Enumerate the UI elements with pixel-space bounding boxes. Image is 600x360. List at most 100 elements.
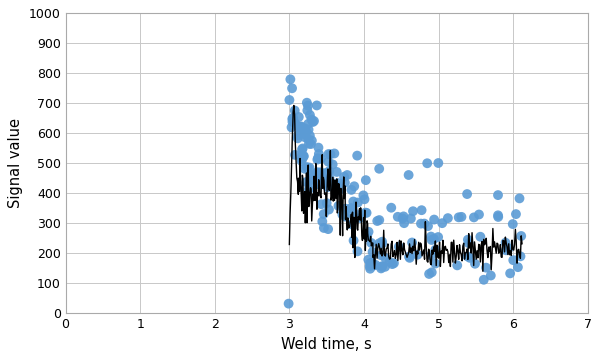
Point bbox=[429, 236, 439, 242]
Point bbox=[300, 134, 310, 140]
Point bbox=[347, 187, 356, 193]
Point bbox=[508, 257, 518, 263]
Point bbox=[294, 124, 304, 130]
Point bbox=[513, 264, 523, 270]
Point bbox=[423, 223, 433, 229]
Point bbox=[333, 180, 343, 186]
Point bbox=[398, 216, 407, 221]
Point bbox=[481, 265, 491, 270]
Point bbox=[343, 172, 352, 178]
Point bbox=[301, 179, 311, 185]
Point bbox=[465, 255, 475, 261]
Point bbox=[323, 226, 333, 232]
Point bbox=[353, 248, 362, 254]
Point bbox=[419, 221, 429, 226]
Point bbox=[307, 138, 317, 144]
Point bbox=[362, 233, 372, 239]
Point bbox=[296, 124, 305, 130]
Point bbox=[307, 117, 316, 122]
Point bbox=[364, 257, 373, 262]
Point bbox=[352, 153, 362, 158]
Point bbox=[430, 217, 439, 222]
Point bbox=[493, 214, 503, 220]
Point bbox=[304, 186, 314, 192]
Point bbox=[322, 176, 331, 181]
Point bbox=[393, 214, 403, 220]
Point bbox=[349, 199, 358, 204]
Point bbox=[413, 252, 422, 258]
Point bbox=[374, 166, 384, 172]
Point bbox=[369, 263, 379, 269]
Point bbox=[304, 182, 314, 188]
Point bbox=[408, 208, 418, 214]
Point bbox=[349, 238, 358, 243]
Point bbox=[287, 125, 296, 130]
Point bbox=[296, 123, 306, 129]
Point bbox=[443, 215, 452, 221]
Point bbox=[404, 172, 413, 178]
Point bbox=[517, 233, 526, 239]
Point bbox=[346, 221, 356, 227]
Point bbox=[339, 174, 349, 180]
Point bbox=[454, 215, 463, 220]
Point bbox=[377, 241, 387, 247]
Point bbox=[365, 264, 374, 269]
Point bbox=[324, 151, 334, 157]
Point bbox=[364, 229, 373, 235]
Point bbox=[290, 152, 300, 158]
Point bbox=[297, 147, 307, 152]
Point bbox=[406, 216, 416, 221]
Point bbox=[306, 141, 316, 147]
Point bbox=[434, 160, 443, 166]
Point bbox=[302, 100, 311, 105]
Point bbox=[316, 156, 326, 162]
Point bbox=[304, 141, 314, 147]
Point bbox=[493, 192, 503, 198]
Point bbox=[351, 211, 361, 217]
Point bbox=[306, 177, 316, 183]
Point bbox=[380, 264, 390, 270]
Point bbox=[334, 187, 344, 193]
Point bbox=[305, 133, 314, 139]
Point bbox=[365, 266, 375, 271]
Point bbox=[377, 264, 386, 270]
Point bbox=[479, 277, 488, 283]
Point bbox=[515, 195, 524, 201]
Point bbox=[348, 206, 358, 212]
Point bbox=[463, 191, 472, 197]
Point bbox=[314, 145, 323, 150]
Point bbox=[400, 220, 409, 226]
Point bbox=[341, 206, 350, 212]
Point bbox=[287, 85, 297, 91]
Point bbox=[290, 120, 299, 126]
Point bbox=[302, 164, 311, 170]
Point bbox=[315, 182, 325, 188]
Point bbox=[407, 240, 417, 246]
Point bbox=[476, 234, 485, 240]
Point bbox=[298, 153, 307, 158]
Point bbox=[293, 135, 302, 141]
Point bbox=[313, 157, 322, 162]
Point bbox=[300, 126, 310, 131]
Point bbox=[286, 76, 295, 82]
Point bbox=[319, 211, 329, 217]
Point bbox=[424, 271, 434, 277]
Point bbox=[515, 253, 525, 259]
Point bbox=[311, 171, 321, 176]
Point bbox=[328, 162, 337, 167]
X-axis label: Weld time, s: Weld time, s bbox=[281, 337, 372, 352]
Point bbox=[361, 210, 370, 216]
Point bbox=[376, 266, 386, 271]
Point bbox=[377, 264, 387, 269]
Point bbox=[374, 240, 384, 246]
Point bbox=[359, 193, 368, 198]
Point bbox=[404, 254, 414, 260]
Point bbox=[427, 269, 437, 275]
Point bbox=[299, 153, 308, 159]
Point bbox=[313, 169, 322, 175]
Point bbox=[322, 170, 331, 176]
Point bbox=[367, 240, 376, 246]
Point bbox=[304, 121, 313, 127]
Point bbox=[305, 165, 314, 170]
Point bbox=[303, 165, 313, 171]
